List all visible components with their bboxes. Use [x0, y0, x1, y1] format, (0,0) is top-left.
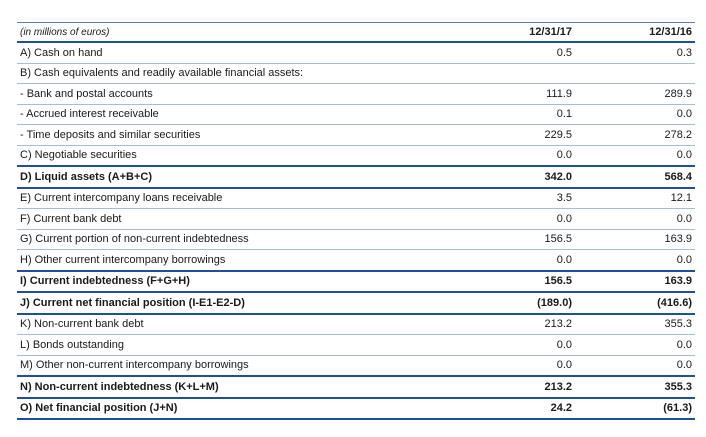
units-label: (in millions of euros) — [17, 22, 455, 43]
row-value-2016: 0.3 — [575, 42, 695, 64]
table-row: - Accrued interest receivable 0.1 0.0 — [17, 104, 695, 125]
table-total-row: I) Current indebtedness (F+G+H) 156.5 163.… — [17, 269, 695, 293]
row-value-2017: (189.0) — [455, 291, 575, 315]
table-total-row: N) Non-current indebtedness (K+L+M) 213.2… — [17, 375, 695, 399]
table-total-row: O) Net financial position (J+N) 24.2 (61.3… — [17, 396, 695, 420]
row-label: D) Liquid assets (A+B+C) — [17, 165, 455, 189]
row-value-2016: 278.2 — [575, 124, 695, 146]
row-value-2017: 3.5 — [455, 187, 575, 209]
table-row: K) Non-current bank debt 213.2 355.3 — [17, 313, 695, 335]
column-header-2016: 12/31/16 — [575, 22, 695, 43]
row-value-2017: 229.5 — [455, 124, 575, 146]
row-value-2016: 163.9 — [575, 269, 695, 293]
row-label: J) Current net financial position (I-E1-… — [17, 291, 455, 315]
row-value-2016: 0.0 — [575, 355, 695, 377]
row-value-2017: 0.0 — [455, 208, 575, 230]
row-value-2017: 0.1 — [455, 104, 575, 125]
row-value-2016: 568.4 — [575, 165, 695, 189]
row-value-2016: 355.3 — [575, 313, 695, 335]
table-row: M) Other non-current intercompany borrow… — [17, 355, 695, 377]
row-label: C) Negotiable securities — [17, 145, 455, 167]
row-value-2016: (61.3) — [575, 396, 695, 420]
row-value-2016: (416.6) — [575, 291, 695, 315]
row-value-2017: 0.0 — [455, 145, 575, 167]
row-value-2016: 355.3 — [575, 375, 695, 399]
row-value-2017: 0.0 — [455, 355, 575, 377]
table-row: B) Cash equivalents and readily availabl… — [17, 63, 695, 84]
row-label: G) Current portion of non-current indebt… — [17, 229, 455, 250]
row-value-2017: 156.5 — [455, 269, 575, 293]
table-row: A) Cash on hand 0.5 0.3 — [17, 42, 695, 64]
row-label: F) Current bank debt — [17, 208, 455, 230]
row-value-2016 — [575, 63, 695, 84]
row-value-2016: 163.9 — [575, 229, 695, 250]
table-row: L) Bonds outstanding 0.0 0.0 — [17, 334, 695, 356]
table-row: F) Current bank debt 0.0 0.0 — [17, 208, 695, 230]
row-label: N) Non-current indebtedness (K+L+M) — [17, 375, 455, 399]
row-label: L) Bonds outstanding — [17, 334, 455, 356]
table-row: - Time deposits and similar securities 22… — [17, 124, 695, 146]
table-row: C) Negotiable securities 0.0 0.0 — [17, 145, 695, 167]
row-label: K) Non-current bank debt — [17, 313, 455, 335]
row-value-2016: 12.1 — [575, 187, 695, 209]
row-label: I) Current indebtedness (F+G+H) — [17, 269, 455, 293]
row-value-2017: 156.5 — [455, 229, 575, 250]
row-value-2017: 111.9 — [455, 83, 575, 105]
table-row: E) Current intercompany loans receivable… — [17, 187, 695, 209]
row-value-2016: 0.0 — [575, 145, 695, 167]
row-value-2017: 0.5 — [455, 42, 575, 64]
table-total-row: D) Liquid assets (A+B+C) 342.0 568.4 — [17, 165, 695, 189]
row-value-2017 — [455, 63, 575, 84]
row-value-2017: 0.0 — [455, 334, 575, 356]
row-label: E) Current intercompany loans receivable — [17, 187, 455, 209]
net-financial-position-table: (in millions of euros) 12/31/17 12/31/16… — [17, 22, 695, 420]
row-label: H) Other current intercompany borrowings — [17, 249, 455, 271]
row-value-2017: 213.2 — [455, 313, 575, 335]
row-value-2016: 0.0 — [575, 104, 695, 125]
table-total-row: J) Current net financial position (I-E1-… — [17, 291, 695, 315]
table-row: G) Current portion of non-current indebt… — [17, 229, 695, 250]
row-value-2016: 0.0 — [575, 208, 695, 230]
row-value-2016: 289.9 — [575, 83, 695, 105]
row-value-2017: 0.0 — [455, 249, 575, 271]
row-value-2016: 0.0 — [575, 334, 695, 356]
row-value-2017: 342.0 — [455, 165, 575, 189]
column-header-2017: 12/31/17 — [455, 22, 575, 43]
row-value-2017: 213.2 — [455, 375, 575, 399]
row-label: A) Cash on hand — [17, 42, 455, 64]
table-header-row: (in millions of euros) 12/31/17 12/31/16 — [17, 22, 695, 43]
row-value-2017: 24.2 — [455, 396, 575, 420]
row-label: M) Other non-current intercompany borrow… — [17, 355, 455, 377]
table-row: - Bank and postal accounts 111.9 289.9 — [17, 83, 695, 105]
row-value-2016: 0.0 — [575, 249, 695, 271]
table-row: H) Other current intercompany borrowings… — [17, 249, 695, 271]
row-label: - Accrued interest receivable — [17, 104, 455, 125]
row-label: - Time deposits and similar securities — [17, 124, 455, 146]
row-label: - Bank and postal accounts — [17, 83, 455, 105]
row-label: O) Net financial position (J+N) — [17, 396, 455, 420]
row-label: B) Cash equivalents and readily availabl… — [17, 63, 455, 84]
table-body: (in millions of euros) 12/31/17 12/31/16… — [17, 22, 695, 420]
